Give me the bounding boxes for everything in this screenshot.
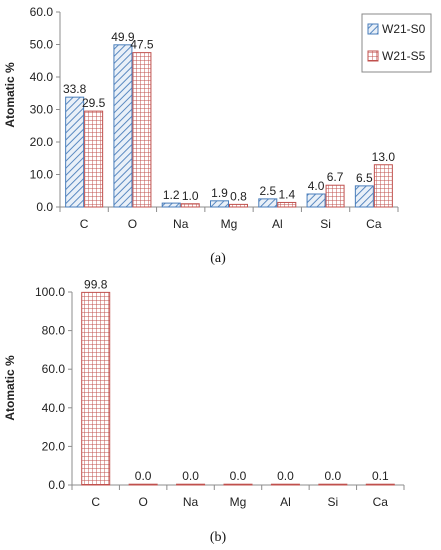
x-tick-label: Mg [221, 217, 238, 231]
data-label: 99.8 [84, 277, 108, 291]
bar [270, 483, 300, 486]
chart-b-y-axis-label: Atomatic % [3, 355, 17, 421]
chart-b-data-labels: 99.8 0.0 0.0 0.0 0.0 0.0 0.1 [84, 277, 389, 483]
chart-b-y-ticks: 0.0 20.0 40.0 60.0 80.0 100.0 [35, 285, 65, 492]
chart-a-axes [56, 11, 399, 212]
bar [113, 44, 133, 208]
bar [306, 193, 326, 208]
data-label: 0.0 [182, 469, 199, 483]
x-tick-label: Si [328, 495, 339, 509]
y-tick-label: 100.0 [35, 285, 65, 299]
bar [354, 185, 374, 208]
bar [132, 52, 152, 208]
data-label: 0.1 [372, 469, 389, 483]
chart-a-y-axis-label: Atomatic % [3, 62, 17, 128]
bar [84, 110, 104, 208]
bar [223, 483, 253, 486]
data-label: 1.2 [163, 188, 180, 202]
x-tick-label: Na [173, 217, 189, 231]
bar [318, 483, 348, 486]
bar [229, 203, 248, 208]
x-tick-label: Na [183, 495, 199, 509]
x-tick-label: C [80, 217, 89, 231]
legend-label-s5: W21-S5 [382, 49, 426, 63]
x-tick-label: Ca [366, 217, 382, 231]
x-tick-label: O [138, 495, 147, 509]
data-label: 0.8 [230, 189, 247, 203]
data-label: 33.8 [63, 82, 87, 96]
chart-b-x-ticks: C O Na Mg Al Si Ca [91, 495, 388, 509]
y-tick-label: 0.0 [48, 478, 65, 492]
legend-swatch-s0 [367, 23, 379, 35]
bar [258, 198, 278, 208]
data-label: 0.0 [325, 469, 342, 483]
bar [65, 96, 85, 208]
chart-a-bars [65, 44, 393, 208]
y-tick-label: 60.0 [42, 362, 66, 376]
y-tick-label: 40.0 [42, 401, 66, 415]
data-label: 1.9 [211, 186, 228, 200]
data-label: 29.5 [82, 96, 106, 110]
y-tick-label: 10.0 [30, 168, 54, 182]
data-label: 0.0 [277, 469, 294, 483]
chart-a: 0.0 10.0 20.0 30.0 40.0 50.0 60.0 C O Na Mg Al Si Ca… [3, 5, 432, 266]
data-label: 0.0 [230, 469, 247, 483]
x-tick-label: Al [272, 217, 283, 231]
chart-a-y-ticks: 0.0 10.0 20.0 30.0 40.0 50.0 60.0 [30, 5, 54, 214]
y-tick-label: 80.0 [42, 324, 66, 338]
bar [81, 291, 111, 486]
bar [210, 200, 229, 208]
chart-b-caption: (b) [210, 530, 227, 545]
chart-b: 0.0 20.0 40.0 60.0 80.0 100.0 C O Na Mg Al Si Ca 99… [3, 277, 405, 545]
bar [180, 203, 200, 208]
y-tick-label: 0.0 [36, 200, 53, 214]
chart-a-x-ticks: C O Na Mg Al Si Ca [80, 217, 382, 231]
chart-a-caption: (a) [210, 251, 226, 266]
bar [277, 201, 297, 208]
bar [365, 483, 395, 486]
bar [161, 202, 181, 208]
data-label: 1.4 [278, 187, 295, 201]
legend-label-s0: W21-S0 [382, 22, 426, 36]
y-tick-label: 20.0 [42, 439, 66, 453]
data-label: 13.0 [372, 150, 396, 164]
data-label: 2.5 [259, 184, 276, 198]
x-tick-label: O [128, 217, 137, 231]
y-tick-label: 40.0 [30, 70, 54, 84]
x-tick-label: C [91, 495, 100, 509]
data-label: 0.0 [135, 469, 152, 483]
x-tick-label: Al [280, 495, 291, 509]
x-tick-label: Ca [373, 495, 389, 509]
chart-a-legend: W21-S0 W21-S5 [361, 13, 432, 73]
chart-a-data-labels: 33.8 49.9 1.2 1.9 2.5 4.0 6.5 29.5 47.5 1.0 0.8 1.4… [63, 30, 395, 204]
x-tick-label: Si [320, 217, 331, 231]
y-tick-label: 20.0 [30, 135, 54, 149]
data-label: 6.5 [356, 171, 373, 185]
legend-swatch-s5 [367, 50, 379, 62]
y-tick-label: 60.0 [30, 5, 54, 19]
data-label: 49.9 [111, 30, 135, 44]
y-tick-label: 30.0 [30, 103, 54, 117]
bar [128, 483, 158, 486]
bar [325, 184, 345, 208]
chart-b-axes [68, 291, 405, 490]
chart-b-bars [81, 291, 395, 486]
data-label: 1.0 [182, 189, 199, 203]
data-label: 4.0 [308, 179, 325, 193]
data-label: 6.7 [327, 170, 344, 184]
y-tick-label: 50.0 [30, 38, 54, 52]
bar [176, 483, 206, 486]
data-label: 47.5 [130, 38, 154, 52]
x-tick-label: Mg [230, 495, 247, 509]
bar [373, 164, 393, 208]
